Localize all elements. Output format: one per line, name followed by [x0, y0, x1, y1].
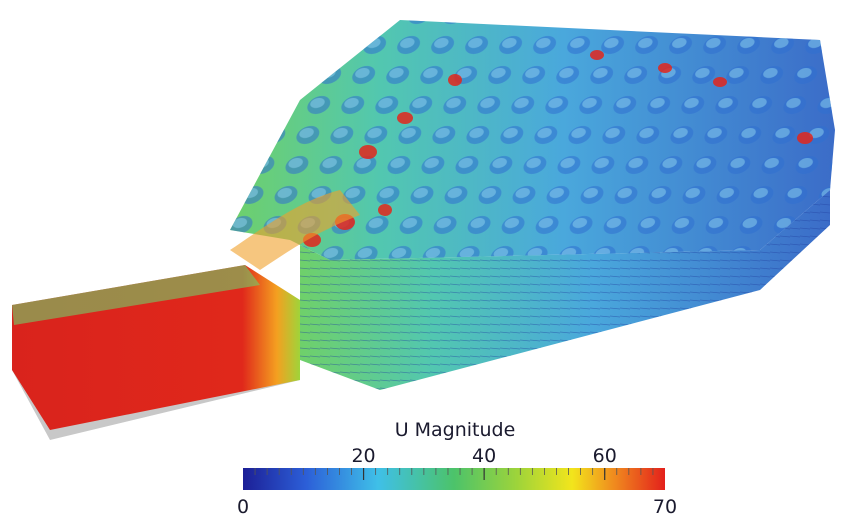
colorbar-tick-label: 60: [593, 445, 617, 467]
colorbar: [243, 468, 665, 490]
colorbar-max-label: 70: [653, 496, 677, 517]
visualization: U Magnitude 20 40 60 0 70: [0, 0, 845, 517]
colorbar-tick-label: 40: [472, 445, 496, 467]
colorbar-title: U Magnitude: [395, 419, 516, 441]
colorbar-tick-label: 20: [351, 445, 375, 467]
colorbar-min-label: 0: [237, 496, 249, 517]
